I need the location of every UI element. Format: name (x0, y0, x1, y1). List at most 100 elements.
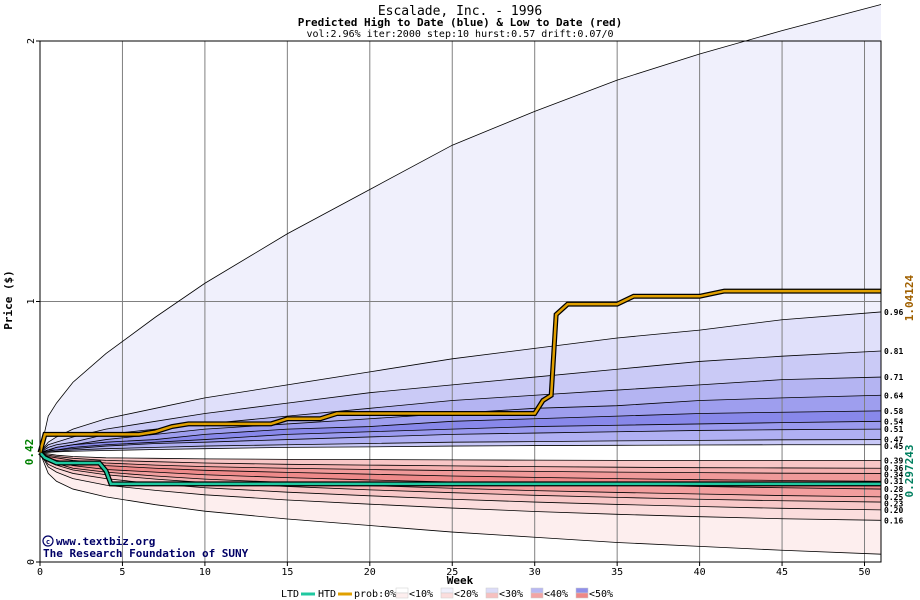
htd-path (38, 289, 881, 453)
high-band-8 (40, 439, 881, 453)
legend-bin-swatch-red-4 (575, 592, 589, 599)
x-tick-label-15: 15 (281, 567, 293, 578)
low-band-7 (40, 452, 881, 521)
quantile-label-12: 0.31 (884, 477, 903, 486)
center-band (40, 444, 881, 461)
legend-bin-swatch-blue-0 (395, 587, 409, 594)
high-quantile-line-9 (39, 444, 881, 453)
y-tick-label-1: 1 (26, 298, 37, 304)
legend-prob-label: prob:0% (354, 589, 396, 600)
low-quantile-line-8 (39, 452, 882, 521)
x-tick-label-50: 50 (858, 567, 870, 578)
quantile-label-14: 0.25 (884, 493, 903, 502)
legend-bin-label-4: <50% (589, 589, 613, 600)
quantile-label-9: 0.39 (884, 456, 903, 465)
axis-ticks: 0 5 10 15 20 25 30 35 40 45 50 0 1 2 (26, 38, 871, 578)
high-quantile-line-0 (39, 4, 882, 453)
quantile-label-4: 0.58 (884, 407, 903, 416)
legend-bin-swatch-blue-1 (440, 587, 454, 594)
low-band-4 (40, 452, 881, 497)
high-band-6 (40, 421, 881, 453)
quantile-label-15: 0.23 (884, 499, 903, 508)
quantile-label-1: 0.81 (884, 347, 903, 356)
high-band-5 (40, 410, 881, 453)
legend-bin-label-3: <40% (544, 589, 568, 600)
legend-bin-swatch-red-3 (530, 592, 544, 599)
quantile-label-13: 0.28 (884, 485, 903, 494)
grid (40, 41, 881, 562)
quantile-label-5: 0.54 (884, 417, 903, 426)
copyright-icon-glyph: c (46, 538, 50, 546)
ltd-final-value: 0.297243 (903, 445, 916, 498)
legend-bin-swatch-red-2 (485, 592, 499, 599)
quantile-label-3: 0.64 (884, 391, 903, 400)
legend-bin-swatch-blue-3 (530, 587, 544, 594)
y-tick-label-2: 2 (26, 38, 37, 44)
y-axis-label: Price ($) (2, 270, 15, 330)
legend-bin-label-2: <30% (499, 589, 523, 600)
y-tick-label-0: 0 (26, 559, 37, 565)
quantile-bands (40, 4, 881, 555)
x-tick-label-40: 40 (694, 567, 706, 578)
quantile-label-16: 0.20 (884, 506, 903, 515)
x-tick-label-10: 10 (199, 567, 211, 578)
low-band-0 (40, 452, 881, 469)
credit-org: The Research Foundation of SUNY (43, 547, 249, 560)
chart-title: Escalade, Inc. - 1996 (378, 4, 542, 19)
ltd-path (39, 451, 881, 486)
low-band-3 (40, 452, 881, 490)
htd-final-value: 1.04124 (903, 274, 916, 321)
x-tick-label-0: 0 (37, 567, 43, 578)
legend-ltd-label: LTD (281, 589, 299, 600)
legend-bin-swatch-blue-2 (485, 587, 499, 594)
legend-bin-swatch-red-1 (440, 592, 454, 599)
x-tick-label-25: 25 (446, 567, 458, 578)
x-axis-label: Week (447, 574, 474, 587)
high-quantile-line-3 (39, 376, 882, 453)
start-value-label: 0.42 (23, 439, 36, 466)
quantile-label-10: 0.36 (884, 464, 903, 473)
x-tick-label-45: 45 (776, 567, 788, 578)
high-band-2 (40, 350, 881, 453)
high-band-4 (40, 395, 881, 453)
low-band-2 (40, 452, 881, 482)
x-tick-label-20: 20 (364, 567, 376, 578)
low-quantile-line-2 (39, 452, 882, 474)
quantile-label-0: 0.96 (884, 308, 903, 317)
low-band-6 (40, 452, 881, 510)
high-quantile-line-7 (39, 428, 882, 453)
quantile-label-17: 0.16 (884, 516, 903, 525)
low-quantile-line-0 (39, 452, 881, 461)
low-quantile-line-7 (39, 452, 882, 511)
high-band-3 (40, 377, 881, 453)
low-band-5 (40, 452, 881, 503)
legend-bin-swatch-blue-4 (575, 587, 589, 594)
quantile-label-6: 0.51 (884, 425, 903, 434)
x-tick-label-30: 30 (529, 567, 541, 578)
credits: c www.textbiz.org The Research Foundatio… (42, 535, 249, 560)
legend: LTD HTD prob:0% <10% <20% <30% <40% <50% (281, 587, 613, 600)
legend-bin-label-1: <20% (454, 589, 478, 600)
high-quantile-line-2 (39, 350, 882, 453)
quantile-label-7: 0.47 (884, 436, 903, 445)
quantile-label-2: 0.71 (884, 373, 903, 382)
high-quantile-line-5 (39, 410, 882, 453)
x-tick-label-5: 5 (119, 567, 125, 578)
chart-subtitle: Predicted High to Date (blue) & Low to D… (298, 16, 623, 29)
high-band-7 (40, 429, 881, 453)
htd-ltd-paths (37, 288, 881, 487)
copyright-icon (42, 535, 54, 547)
high-band-1 (40, 311, 881, 453)
low-quantile-line-9 (39, 452, 882, 555)
quantile-label-11: 0.34 (884, 471, 903, 480)
low-band-8 (40, 452, 881, 555)
x-tick-label-35: 35 (611, 567, 623, 578)
high-quantile-line-6 (39, 420, 882, 453)
legend-htd-label: HTD (318, 589, 336, 600)
legend-bin-label-0: <10% (409, 589, 433, 600)
low-quantile-line-1 (39, 452, 882, 469)
legend-bin-swatch-red-0 (395, 592, 409, 599)
quantile-labels: 0.96 0.81 0.71 0.64 0.580.540.51 0.470.45 0.39… (884, 308, 903, 525)
credit-site: www.textbiz.org (56, 535, 155, 548)
